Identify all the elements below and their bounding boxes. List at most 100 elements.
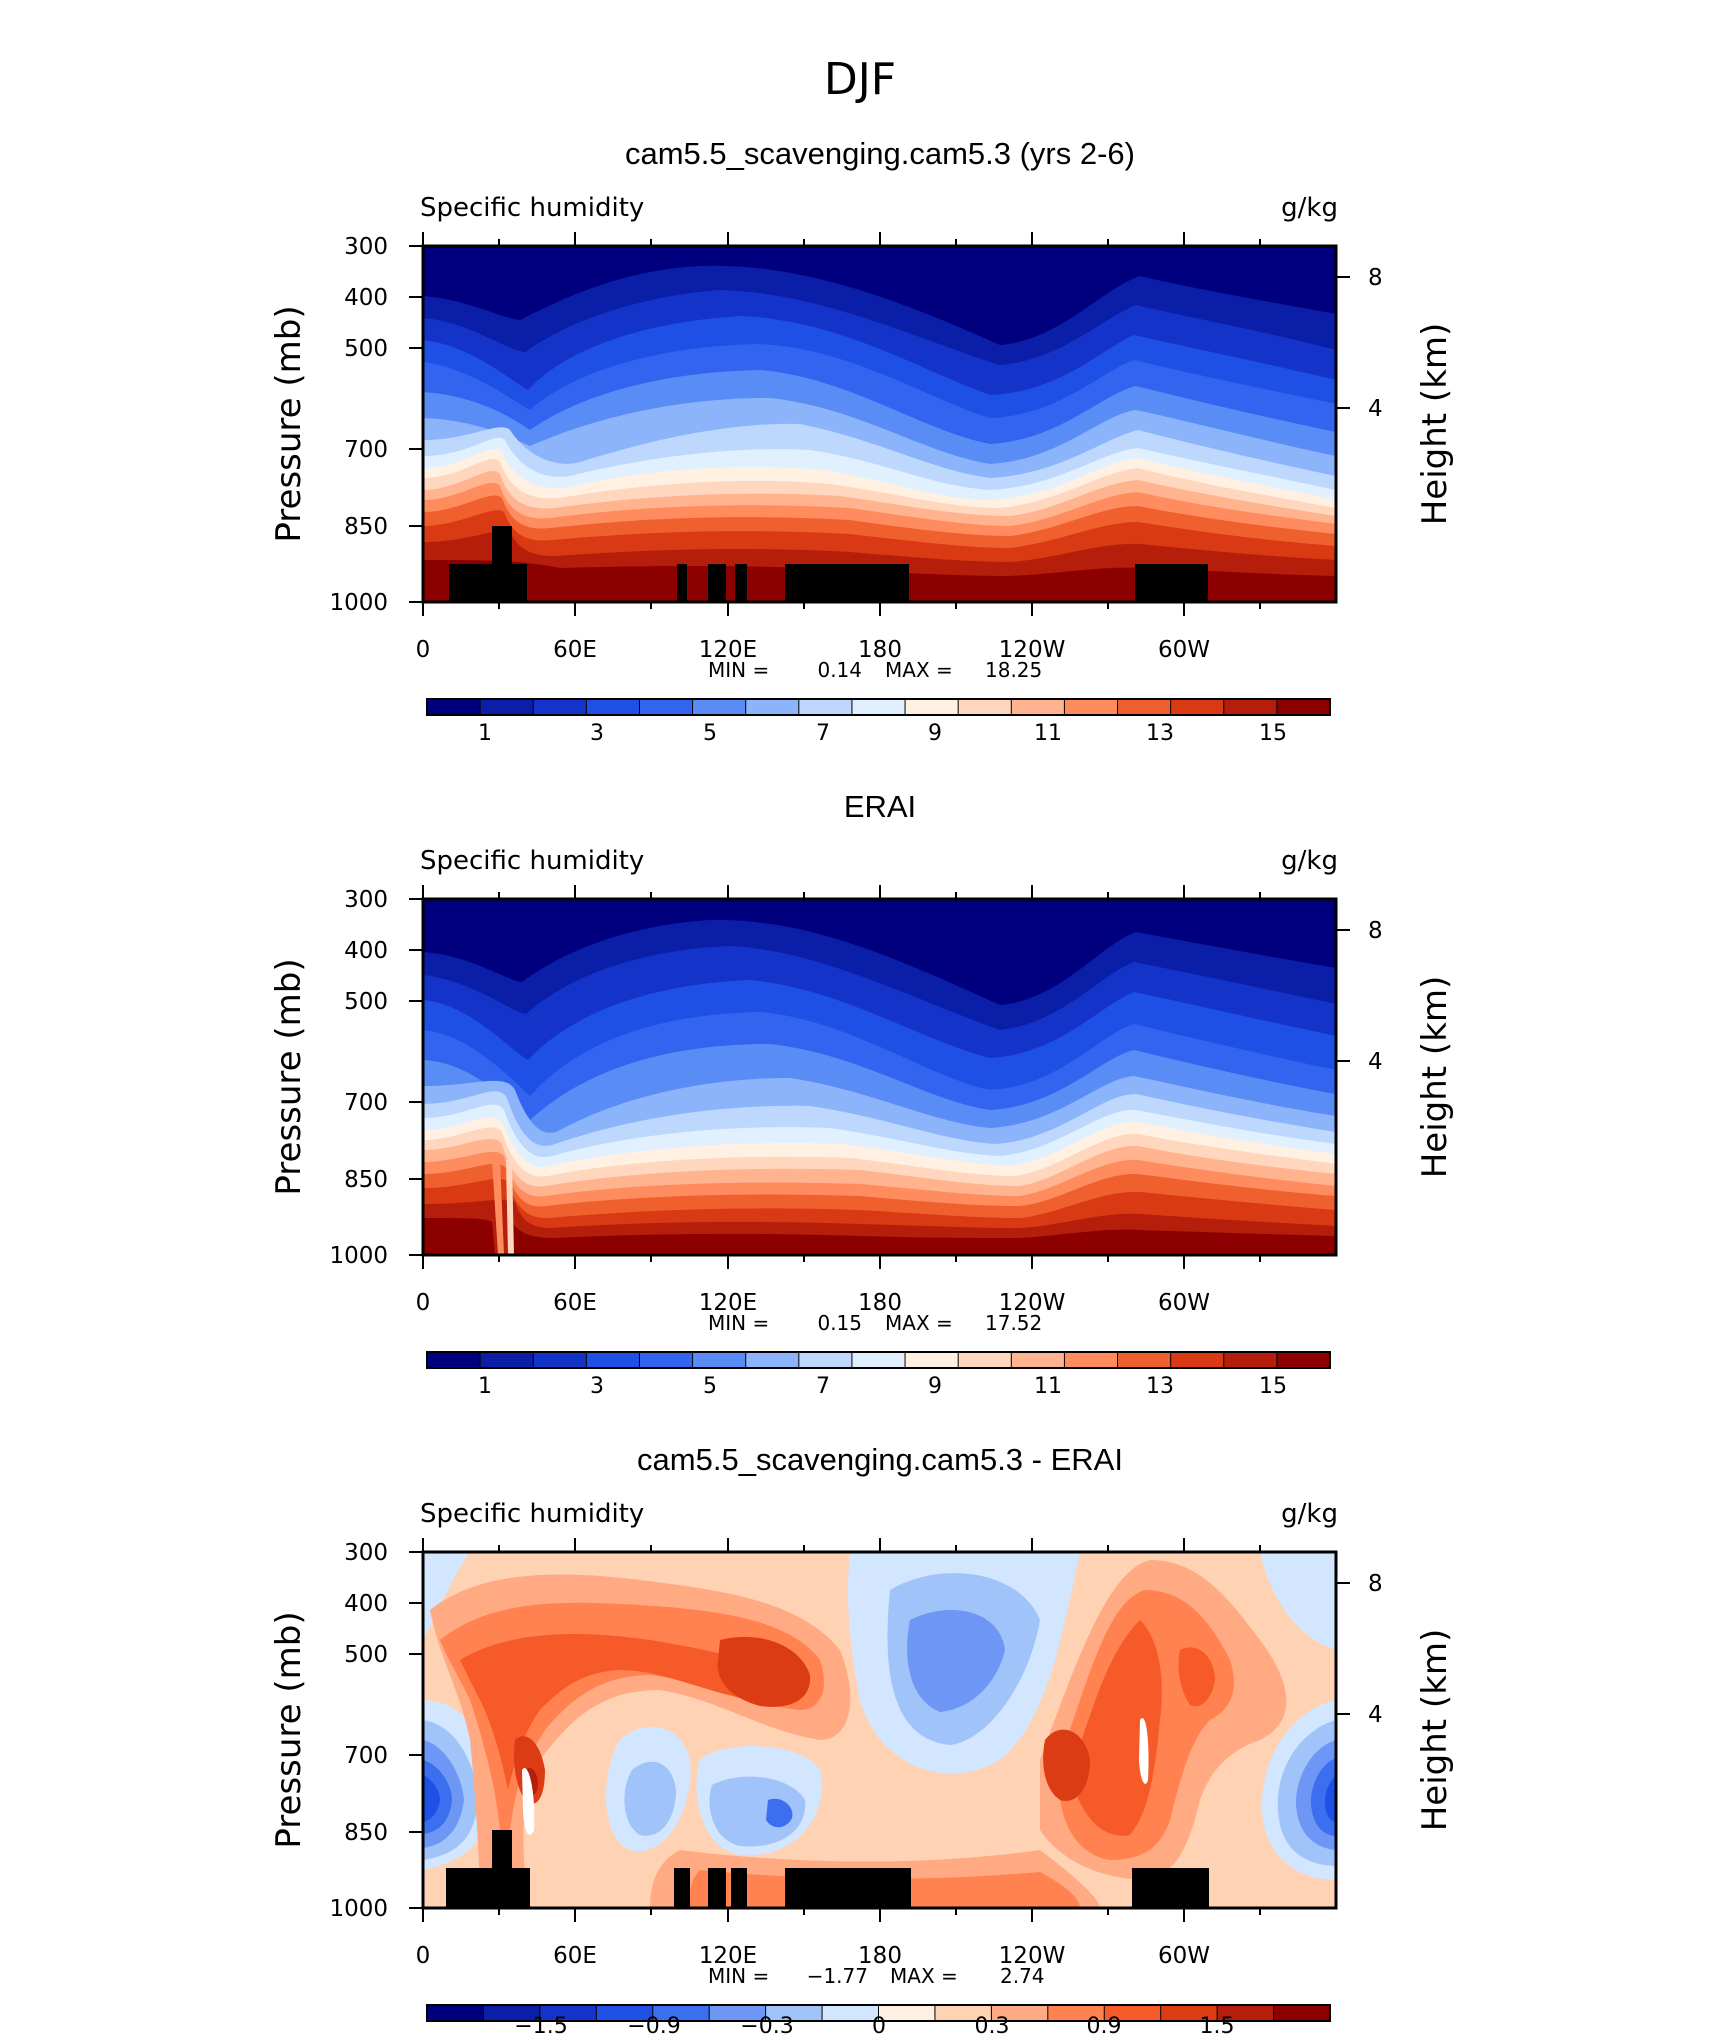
x-tick-label: 60W — [1158, 1290, 1210, 1316]
colorbar-swatch — [765, 2005, 823, 2021]
y-tick-label: 500 — [344, 989, 388, 1015]
left-string: Specific humidity — [420, 193, 644, 223]
colorbar-swatch — [1170, 1352, 1225, 1368]
x-tick-label: 60E — [553, 1290, 597, 1316]
y-axis-right — [1336, 929, 1350, 1062]
y-tick-label: 500 — [344, 1642, 388, 1668]
topography-mask — [446, 1830, 1209, 1908]
min-value: 0.14 — [817, 658, 862, 682]
max-value: 18.25 — [985, 658, 1042, 682]
x-tick-label: 0 — [416, 1290, 431, 1316]
colorbar-swatch — [692, 699, 747, 715]
min-value: 0.15 — [817, 1311, 862, 1335]
colorbar-swatch — [709, 2005, 767, 2021]
colorbar-label: 3 — [590, 1374, 604, 1399]
y-axis-right — [1336, 1582, 1350, 1715]
colorbar-swatch — [1064, 699, 1119, 715]
colorbar-swatch — [798, 1352, 853, 1368]
band-dip — [492, 1160, 504, 1255]
y-tick-label: 500 — [344, 336, 388, 362]
colorbar-swatch — [639, 699, 694, 715]
x-tick-label: 0 — [416, 637, 431, 663]
diff-neg-mid — [709, 1776, 806, 1847]
x-tick-label: 120W — [999, 637, 1066, 663]
colorbar-label: 11 — [1034, 1374, 1062, 1399]
colorbar-label: 0.9 — [1087, 2014, 1122, 2038]
y-tick-label: 400 — [344, 285, 388, 311]
colorbar-swatch — [1223, 699, 1278, 715]
colorbar — [426, 698, 1331, 716]
colorbar-swatch — [851, 699, 906, 715]
colorbar-label: 1 — [478, 1374, 492, 1399]
y-tick-label: 1000 — [329, 590, 388, 616]
band-dip — [506, 1160, 514, 1255]
diff-pos-4 — [1043, 1729, 1090, 1801]
x-tick-label: 120W — [999, 1943, 1066, 1969]
colorbar-swatch — [1011, 699, 1065, 715]
y-right-tick-label: 8 — [1368, 1571, 1383, 1597]
colorbar-swatch — [596, 2005, 654, 2021]
colorbar-swatch — [427, 2005, 484, 2021]
y-tick-label: 850 — [344, 1167, 388, 1193]
topography-mask — [449, 526, 1208, 602]
colorbar-label: 1 — [478, 721, 492, 746]
x-tick-label: 120E — [699, 1943, 757, 1969]
y-axis-title: Pressure (mb) — [269, 958, 309, 1195]
colorbar-frame — [426, 698, 1331, 716]
y-tick-label: 400 — [344, 938, 388, 964]
colorbar-label: 11 — [1034, 721, 1062, 746]
y-tick-label: 850 — [344, 514, 388, 540]
colorbar — [426, 1351, 1331, 1369]
x-tick-label: 120E — [699, 637, 757, 663]
y-axis-right-title: Height (km) — [1415, 1629, 1455, 1832]
colorbar-swatch — [483, 2005, 541, 2021]
colorbar-label: 15 — [1259, 721, 1287, 746]
y-tick-label: 700 — [344, 1090, 388, 1116]
colorbar-swatch — [958, 699, 1012, 715]
x-tick-label: 120W — [999, 1290, 1066, 1316]
colorbar-label: −1.5 — [514, 2014, 567, 2038]
colorbar-label: 13 — [1146, 1374, 1174, 1399]
x-tick-label: 180 — [858, 637, 902, 663]
panel-obs: ERAI Specific humidity g/kg — [269, 789, 1455, 1399]
y-right-tick-label: 8 — [1368, 265, 1383, 291]
y-axis-title: Pressure (mb) — [269, 1611, 309, 1848]
max-value: 17.52 — [985, 1311, 1042, 1335]
y-axis — [409, 245, 423, 603]
y-right-tick-label: 4 — [1368, 396, 1383, 422]
diff-neg-mid — [907, 1610, 1005, 1712]
colorbar-swatch — [905, 699, 959, 715]
colorbar-swatch — [1276, 699, 1331, 715]
x-axis — [422, 1538, 1261, 1922]
band-16 — [423, 1218, 1336, 1255]
contour-field — [423, 1552, 1336, 1908]
x-tick-label: 0 — [416, 1943, 431, 1969]
colorbar — [426, 2004, 1331, 2022]
x-tick-label: 60W — [1158, 1943, 1210, 1969]
colorbar-swatch — [905, 1352, 959, 1368]
colorbar-swatch — [533, 1352, 587, 1368]
min-label: MIN = — [708, 658, 769, 682]
colorbar-swatch — [1064, 1352, 1119, 1368]
y-tick-label: 300 — [344, 1540, 388, 1566]
colorbar-label: 3 — [590, 721, 604, 746]
colorbar-swatch — [1117, 1352, 1172, 1368]
colorbar-label: −0.3 — [740, 2014, 793, 2038]
colorbar-swatch — [427, 699, 481, 715]
right-string: g/kg — [1281, 846, 1338, 876]
diff-pos-thin — [1139, 1718, 1149, 1784]
panel-model: cam5.5_scavenging.cam5.3 (yrs 2-6) Speci… — [269, 136, 1455, 746]
left-string: Specific humidity — [420, 1499, 644, 1529]
colorbar-swatch — [934, 2005, 992, 2021]
colorbar-swatch — [480, 699, 534, 715]
diff-neg-weak — [423, 1552, 470, 1640]
max-label: MAX = — [885, 658, 953, 682]
max-label: MAX = — [885, 1311, 953, 1335]
diff-pos-3 — [1178, 1647, 1215, 1707]
diff-pos-3 — [1075, 1620, 1162, 1836]
colorbar-label: 5 — [703, 721, 717, 746]
left-string: Specific humidity — [420, 846, 644, 876]
colorbar-frame — [426, 1351, 1331, 1369]
y-axis-title: Pressure (mb) — [269, 305, 309, 542]
